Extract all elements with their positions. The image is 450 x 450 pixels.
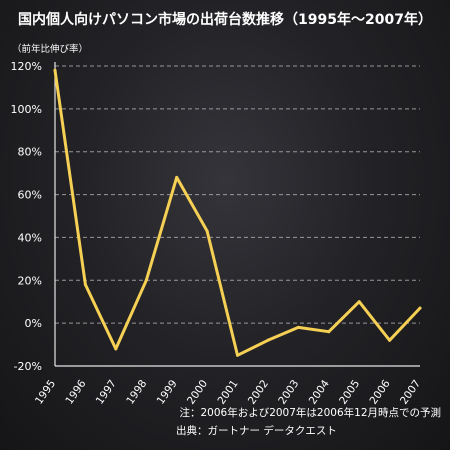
data-point <box>53 68 57 72</box>
data-point <box>83 283 87 287</box>
y-tick-label: 80% <box>18 146 42 159</box>
data-series <box>53 68 422 357</box>
x-tick-label: 2002 <box>246 378 271 407</box>
y-tick-label: 120% <box>11 60 42 73</box>
data-point <box>205 229 209 233</box>
x-tick-labels: 1995 1996 1997 1998 1999 2000 2001 2002 2003 2004… <box>33 378 423 407</box>
data-point <box>114 347 118 351</box>
x-tick-label: 2007 <box>398 378 423 407</box>
series-line <box>53 68 422 357</box>
source-note: 出典：ガートナー データクエスト <box>176 424 337 437</box>
x-tick-label: 2004 <box>307 378 332 407</box>
x-tick-label: 2001 <box>215 378 240 407</box>
data-point <box>296 325 300 329</box>
y-tick-label: 100% <box>11 103 42 116</box>
y-tick-label: 0% <box>25 317 42 330</box>
x-tick-label: 2000 <box>185 378 210 407</box>
x-tick-label: 2003 <box>276 378 301 407</box>
y-tick-labels: 120% 100% 80% 60% 40% 20% 0% -20% <box>11 60 42 373</box>
footnote: 注：2006年および2007年は2006年12月時点での予測 <box>179 406 441 419</box>
x-tick-label: 2005 <box>337 378 362 407</box>
x-tick-label: 1998 <box>124 378 149 407</box>
x-tick-label: 1999 <box>155 378 180 407</box>
data-point <box>236 353 239 357</box>
data-point <box>327 330 331 334</box>
data-point <box>175 175 179 179</box>
data-point <box>266 338 270 342</box>
x-tick-label: 2006 <box>368 378 393 407</box>
grid-lines <box>55 65 420 367</box>
y-tick-label: 40% <box>18 231 42 244</box>
data-point <box>144 278 148 282</box>
data-point <box>357 300 361 304</box>
axes <box>54 62 420 367</box>
x-tick-label: 1997 <box>94 378 119 407</box>
y-tick-label: 60% <box>18 189 42 202</box>
x-tick-label: 1995 <box>33 378 58 407</box>
data-point <box>388 338 392 342</box>
chart-title: 国内個人向けパソコン市場の出荷台数推移（1995年〜2007年） <box>18 11 432 28</box>
y-tick-label: -20% <box>14 360 42 373</box>
y-tick-label: 20% <box>18 274 42 287</box>
x-tick-label: 1996 <box>63 378 88 407</box>
data-point <box>418 306 422 310</box>
y-axis-unit-label: （前年比伸び率） <box>12 43 88 55</box>
